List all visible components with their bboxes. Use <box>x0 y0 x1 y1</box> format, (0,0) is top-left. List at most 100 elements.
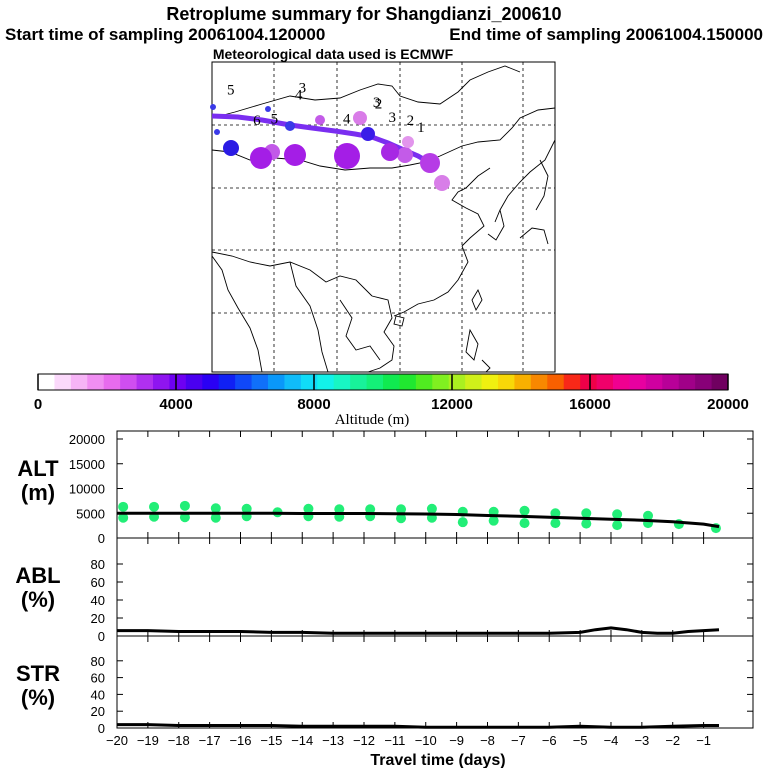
trajectory-day-label: 3 <box>373 95 381 111</box>
y-tick-label: 0 <box>98 531 105 546</box>
panel-frame <box>116 635 754 729</box>
scatter-point <box>179 500 190 511</box>
colorbar-tick-label: 20000 <box>707 396 749 413</box>
series-line <box>117 511 720 529</box>
scatter-point <box>210 503 221 514</box>
x-tick-label: −13 <box>322 733 344 748</box>
colorbar-swatch <box>662 374 680 390</box>
scatter-point <box>118 501 129 512</box>
colorbar-swatch <box>235 374 253 390</box>
colorbar-swatch <box>120 374 138 390</box>
trajectory-day-label: 5 <box>227 83 235 99</box>
trajectory-day-label: 3 <box>299 80 307 96</box>
trajectory-day-label: 4 <box>343 111 351 127</box>
x-tick-label: −12 <box>353 733 375 748</box>
panel-label: (m) <box>21 480 55 505</box>
colorbar-swatch <box>70 374 88 390</box>
x-tick-label: −6 <box>542 733 557 748</box>
y-tick-label: 20 <box>91 704 105 719</box>
x-tick-label: −18 <box>168 733 190 748</box>
panel-label: (%) <box>21 685 55 710</box>
trajectory-day-label: 2 <box>375 96 383 112</box>
colorbar-swatch <box>415 374 433 390</box>
panel-label: ABL <box>15 563 60 588</box>
y-tick-label: 20000 <box>69 432 105 447</box>
scatter-point <box>581 518 592 529</box>
series-line <box>117 723 719 729</box>
colorbar-swatch <box>645 374 663 390</box>
scatter-point <box>581 508 592 519</box>
colorbar-swatch <box>284 374 302 390</box>
scatter-point <box>643 510 654 521</box>
x-tick-label: −19 <box>137 733 159 748</box>
x-tick-label: −10 <box>415 733 437 748</box>
x-tick-label: −16 <box>229 733 251 748</box>
y-tick-label: 0 <box>98 629 105 644</box>
plume-marker <box>285 121 295 131</box>
scatter-point <box>519 505 530 516</box>
plume-marker <box>397 147 413 163</box>
scatter-point <box>488 515 499 526</box>
x-tick-label: −20 <box>106 733 128 748</box>
colorbar-swatch <box>514 374 532 390</box>
colorbar-swatch <box>333 374 351 390</box>
plume-marker <box>334 143 360 169</box>
colorbar-swatch <box>695 374 713 390</box>
colorbar-swatch <box>54 374 72 390</box>
map-frame <box>211 61 556 373</box>
colorbar-swatch <box>481 374 499 390</box>
y-tick-label: 15000 <box>69 457 105 472</box>
plume-markers <box>210 104 450 191</box>
colorbar-swatch <box>563 374 581 390</box>
trajectory-day-label: 2 <box>407 113 415 129</box>
x-tick-label: −9 <box>449 733 464 748</box>
plume-marker <box>353 111 367 125</box>
colorbar-swatch <box>202 374 220 390</box>
x-tick-label: −4 <box>604 733 619 748</box>
colorbar-swatch <box>613 374 630 390</box>
panel-frame <box>116 537 754 637</box>
plume-marker <box>265 106 271 112</box>
colorbar-swatch <box>399 374 417 390</box>
coastlines-borders <box>211 65 556 373</box>
x-tick-label: −15 <box>260 733 282 748</box>
colorbar-swatch <box>498 374 515 390</box>
colorbar-swatch <box>711 374 729 390</box>
y-tick-label: 60 <box>91 575 105 590</box>
plume-marker <box>223 140 239 156</box>
colorbar-swatch <box>366 374 384 390</box>
colorbar-swatch <box>103 374 121 390</box>
scatter-point <box>550 518 561 529</box>
scatter-point <box>612 509 623 520</box>
trajectory-day-label: 3 <box>388 110 396 126</box>
time-series-panels: 05000100001500020000ALT(m)020406080ABL(%… <box>15 430 754 748</box>
scatter-point <box>396 504 407 515</box>
x-tick-label: −2 <box>665 733 680 748</box>
trajectory-day-label: 6 <box>253 113 261 129</box>
colorbar-tick-label: 8000 <box>297 396 330 413</box>
x-tick-label: −14 <box>291 733 313 748</box>
y-tick-label: 0 <box>98 721 105 736</box>
colorbar-swatch <box>136 374 154 390</box>
plume-marker <box>361 127 375 141</box>
colorbar-swatch <box>383 374 400 390</box>
colorbar-swatch <box>153 374 170 390</box>
colorbar-swatch <box>251 374 269 390</box>
colorbar-swatch <box>432 374 450 390</box>
plume-marker <box>250 147 272 169</box>
y-tick-label: 40 <box>91 687 105 702</box>
chart-title: Retroplume summary for Shangdianzi_20061… <box>166 4 561 24</box>
colorbar-swatch <box>678 374 696 390</box>
plume-marker <box>402 136 414 148</box>
altitude-colorbar: 0 4000 8000 12000 16000 20000 <box>34 373 749 413</box>
scatter-point <box>519 518 530 529</box>
colorbar-swatch <box>350 374 368 390</box>
x-tick-label: −3 <box>634 733 649 748</box>
x-tick-label: −17 <box>199 733 221 748</box>
colorbar-swatch <box>448 374 466 390</box>
plume-marker <box>315 115 325 125</box>
trajectory-day-label: 4 <box>295 87 303 103</box>
scatter-point <box>118 512 129 523</box>
